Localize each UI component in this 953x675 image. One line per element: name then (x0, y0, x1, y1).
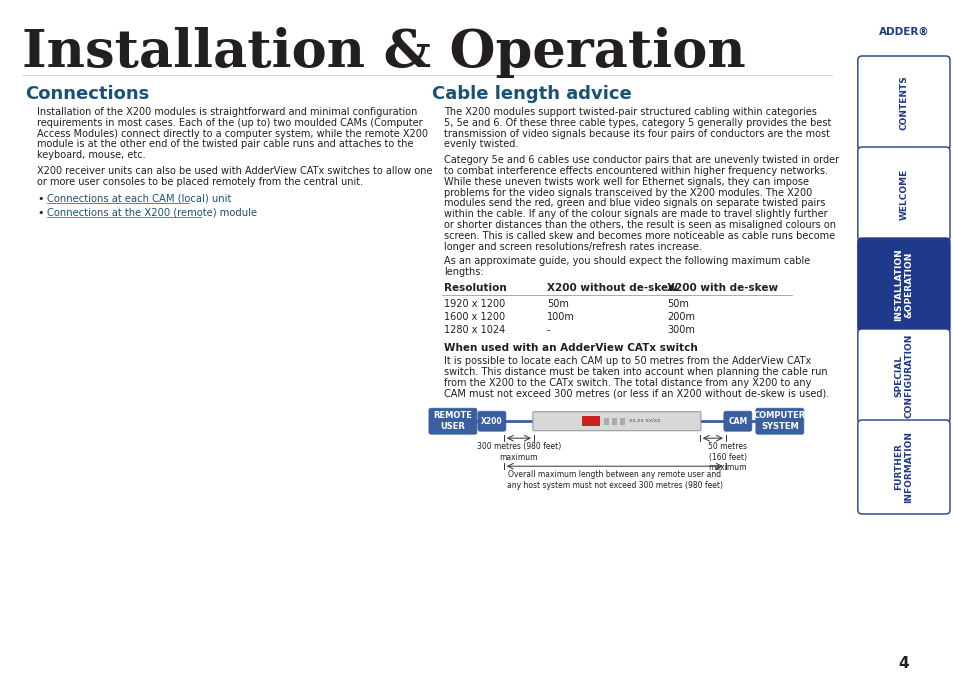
Text: -: - (546, 325, 550, 335)
Text: Installation of the X200 modules is straightforward and minimal configuration: Installation of the X200 modules is stra… (37, 107, 416, 117)
Text: FURTHER
INFORMATION: FURTHER INFORMATION (893, 431, 913, 503)
Text: longer and screen resolutions/refresh rates increase.: longer and screen resolutions/refresh ra… (443, 242, 701, 252)
Text: Installation & Operation: Installation & Operation (22, 27, 745, 78)
FancyBboxPatch shape (477, 411, 505, 431)
FancyBboxPatch shape (857, 56, 949, 150)
Text: 1280 x 1024: 1280 x 1024 (443, 325, 505, 335)
Text: X200 receiver units can also be used with AdderView CATx switches to allow one: X200 receiver units can also be used wit… (37, 166, 432, 176)
Text: 1600 x 1200: 1600 x 1200 (443, 312, 504, 322)
Text: 300 metres (980 feet)
maximum: 300 metres (980 feet) maximum (476, 442, 560, 462)
FancyBboxPatch shape (857, 420, 949, 514)
Text: module is at the other end of the twisted pair cable runs and attaches to the: module is at the other end of the twiste… (37, 140, 413, 149)
Text: INSTALLATION
&OPERATION: INSTALLATION &OPERATION (893, 248, 913, 321)
Text: screen. This is called skew and becomes more noticeable as cable runs become: screen. This is called skew and becomes … (443, 231, 834, 241)
Text: switch. This distance must be taken into account when planning the cable run: switch. This distance must be taken into… (443, 367, 826, 377)
Text: CAM must not exceed 300 metres (or less if an X200 without de-skew is used).: CAM must not exceed 300 metres (or less … (443, 388, 828, 398)
Text: COMPUTER
SYSTEM: COMPUTER SYSTEM (753, 412, 805, 431)
FancyBboxPatch shape (857, 147, 949, 241)
Text: 5, 5e and 6. Of these three cable types, category 5 generally provides the best: 5, 5e and 6. Of these three cable types,… (443, 118, 830, 128)
Text: 100m: 100m (546, 312, 574, 322)
Text: It is possible to locate each CAM up to 50 metres from the AdderView CATx: It is possible to locate each CAM up to … (443, 356, 810, 366)
Text: Connections at each CAM (local) unit: Connections at each CAM (local) unit (47, 194, 232, 204)
Text: keyboard, mouse, etc.: keyboard, mouse, etc. (37, 151, 146, 160)
Text: As an approximate guide, you should expect the following maximum cable: As an approximate guide, you should expe… (443, 256, 809, 267)
Text: from the X200 to the CATx switch. The total distance from any X200 to any: from the X200 to the CATx switch. The to… (443, 377, 810, 387)
Text: or more user consoles to be placed remotely from the central unit.: or more user consoles to be placed remot… (37, 177, 363, 187)
Text: CAM: CAM (727, 416, 747, 426)
Text: or shorter distances than the others, the result is seen as misaligned colours o: or shorter distances than the others, th… (443, 220, 835, 230)
Text: ADDER®: ADDER® (878, 27, 928, 37)
Bar (611, 418, 617, 425)
Bar (581, 416, 599, 426)
Text: xx.xx xx/xx: xx.xx xx/xx (628, 418, 659, 423)
Text: modules send the red, green and blue video signals on separate twisted pairs: modules send the red, green and blue vid… (443, 198, 824, 209)
Text: 200m: 200m (666, 312, 694, 322)
Text: X200 without de-skew: X200 without de-skew (546, 283, 677, 293)
Text: Resolution: Resolution (443, 283, 506, 293)
Text: Connections: Connections (25, 85, 149, 103)
Text: 50m: 50m (666, 299, 688, 309)
Text: SPECIAL
CONFIGURATION: SPECIAL CONFIGURATION (893, 334, 913, 418)
FancyBboxPatch shape (723, 411, 751, 431)
Text: Category 5e and 6 cables use conductor pairs that are unevenly twisted in order: Category 5e and 6 cables use conductor p… (443, 155, 838, 165)
Text: While these uneven twists work well for Ethernet signals, they can impose: While these uneven twists work well for … (443, 177, 808, 187)
Text: 4: 4 (898, 655, 908, 670)
Text: •: • (37, 208, 44, 217)
Text: evenly twisted.: evenly twisted. (443, 140, 517, 149)
Text: requirements in most cases. Each of the (up to) two moulded CAMs (Computer: requirements in most cases. Each of the … (37, 118, 422, 128)
Text: Cable length advice: Cable length advice (432, 85, 631, 103)
Text: Overall maximum length between any remote user and
any host system must not exce: Overall maximum length between any remot… (506, 470, 722, 489)
Text: The X200 modules support twisted-pair structured cabling within categories: The X200 modules support twisted-pair st… (443, 107, 816, 117)
Text: lengths:: lengths: (443, 267, 483, 277)
Bar (603, 418, 608, 425)
Text: 50m: 50m (546, 299, 568, 309)
Text: problems for the video signals transceived by the X200 modules. The X200: problems for the video signals transceiv… (443, 188, 811, 198)
Text: transmission of video signals because its four pairs of conductors are the most: transmission of video signals because it… (443, 129, 829, 138)
Text: X200: X200 (480, 416, 502, 426)
Bar (619, 418, 624, 425)
Text: Access Modules) connect directly to a computer system, while the remote X200: Access Modules) connect directly to a co… (37, 129, 428, 138)
Text: When used with an AdderView CATx switch: When used with an AdderView CATx switch (443, 343, 697, 353)
Text: 1920 x 1200: 1920 x 1200 (443, 299, 505, 309)
Text: within the cable. If any of the colour signals are made to travel slightly furth: within the cable. If any of the colour s… (443, 209, 826, 219)
Text: 50 metres
(160 feet)
maximum: 50 metres (160 feet) maximum (708, 442, 746, 472)
FancyBboxPatch shape (857, 238, 949, 332)
Text: X200 with de-skew: X200 with de-skew (666, 283, 778, 293)
Text: REMOTE
USER: REMOTE USER (433, 412, 472, 431)
FancyBboxPatch shape (755, 408, 803, 434)
Text: WELCOME: WELCOME (899, 168, 907, 219)
FancyBboxPatch shape (429, 408, 476, 434)
Text: to combat interference effects encountered within higher frequency networks.: to combat interference effects encounter… (443, 166, 827, 176)
FancyBboxPatch shape (533, 412, 700, 431)
Text: CONTENTS: CONTENTS (899, 76, 907, 130)
Text: 300m: 300m (666, 325, 694, 335)
FancyBboxPatch shape (857, 329, 949, 423)
Text: Connections at the X200 (remote) module: Connections at the X200 (remote) module (47, 208, 257, 217)
Text: •: • (37, 194, 44, 204)
